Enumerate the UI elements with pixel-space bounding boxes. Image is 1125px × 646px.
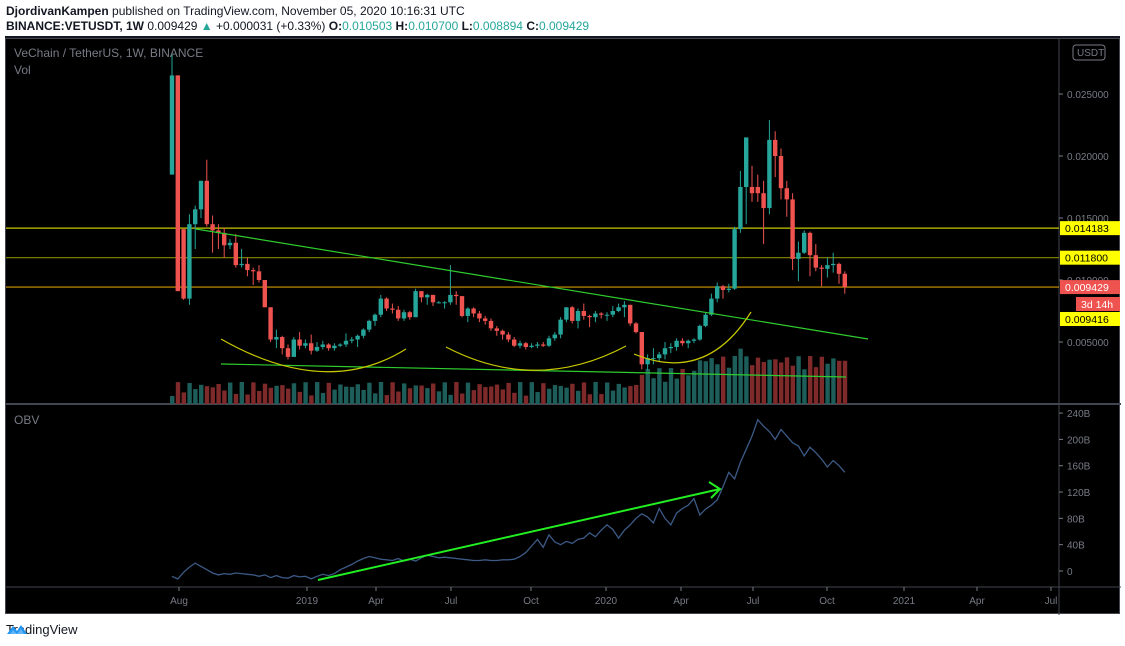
chart-container[interactable]: 0.0250000.0200000.0150000.0100000.005000… bbox=[5, 38, 1121, 615]
tradingview-footer[interactable]: TradingView bbox=[6, 622, 78, 637]
svg-text:Jul: Jul bbox=[445, 596, 458, 607]
svg-text:0.020000: 0.020000 bbox=[1067, 152, 1109, 163]
volume-label: Vol bbox=[14, 63, 31, 77]
svg-text:0.011800: 0.011800 bbox=[1065, 253, 1108, 265]
svg-text:Jul: Jul bbox=[1045, 596, 1058, 607]
svg-text:0.005000: 0.005000 bbox=[1067, 338, 1109, 349]
symbol-label: BINANCE:VETUSDT, 1W bbox=[6, 19, 145, 33]
price-change: +0.000031 (+0.33%) bbox=[216, 19, 326, 33]
svg-text:0.009429: 0.009429 bbox=[1065, 282, 1109, 294]
svg-text:Aug: Aug bbox=[170, 596, 188, 607]
up-arrow-icon: ▲ bbox=[200, 19, 213, 33]
svg-text:0.009416: 0.009416 bbox=[1065, 314, 1109, 326]
open-label: O: bbox=[328, 19, 343, 33]
symbol-header: BINANCE:VETUSDT, 1W 0.009429 ▲ +0.000031… bbox=[6, 19, 589, 33]
low-value: 0.008894 bbox=[472, 19, 523, 33]
svg-text:0: 0 bbox=[1067, 567, 1073, 578]
svg-text:2020: 2020 bbox=[595, 596, 618, 607]
close-label: C: bbox=[526, 19, 539, 33]
high-label: H: bbox=[395, 19, 409, 33]
svg-text:240B: 240B bbox=[1067, 409, 1091, 420]
svg-text:2021: 2021 bbox=[893, 596, 916, 607]
open-value: 0.010503 bbox=[342, 19, 393, 33]
svg-text:3d 14h: 3d 14h bbox=[1081, 299, 1113, 311]
chart-canvas[interactable]: 0.0250000.0200000.0150000.0100000.005000… bbox=[6, 39, 1121, 615]
svg-text:80B: 80B bbox=[1067, 514, 1085, 525]
svg-text:Apr: Apr bbox=[368, 596, 384, 607]
svg-text:0.014183: 0.014183 bbox=[1065, 223, 1109, 235]
svg-text:160B: 160B bbox=[1067, 462, 1091, 473]
svg-text:Apr: Apr bbox=[673, 596, 689, 607]
svg-text:Oct: Oct bbox=[819, 596, 835, 607]
svg-text:Jul: Jul bbox=[747, 596, 760, 607]
chart-title: VeChain / TetherUS, 1W, BINANCE bbox=[14, 46, 204, 60]
low-label: L: bbox=[461, 19, 473, 33]
svg-text:USDT: USDT bbox=[1077, 48, 1104, 59]
svg-text:200B: 200B bbox=[1067, 435, 1091, 446]
header-divider bbox=[5, 36, 1120, 38]
published-text: published on TradingView.com, November 0… bbox=[108, 4, 465, 18]
svg-text:0.025000: 0.025000 bbox=[1067, 90, 1109, 101]
tradingview-logo-icon bbox=[7, 625, 27, 634]
high-value: 0.010700 bbox=[408, 19, 459, 33]
publish-header: DjordivanKampen published on TradingView… bbox=[6, 4, 465, 18]
svg-text:Oct: Oct bbox=[523, 596, 539, 607]
close-value: 0.009429 bbox=[539, 19, 590, 33]
svg-text:Apr: Apr bbox=[969, 596, 985, 607]
author-name[interactable]: DjordivanKampen bbox=[6, 4, 109, 18]
svg-text:40B: 40B bbox=[1067, 541, 1085, 552]
last-price: 0.009429 bbox=[147, 19, 198, 33]
svg-text:120B: 120B bbox=[1067, 488, 1091, 499]
obv-label: OBV bbox=[14, 413, 40, 427]
svg-text:0.015000: 0.015000 bbox=[1067, 214, 1109, 225]
svg-text:2019: 2019 bbox=[296, 596, 319, 607]
